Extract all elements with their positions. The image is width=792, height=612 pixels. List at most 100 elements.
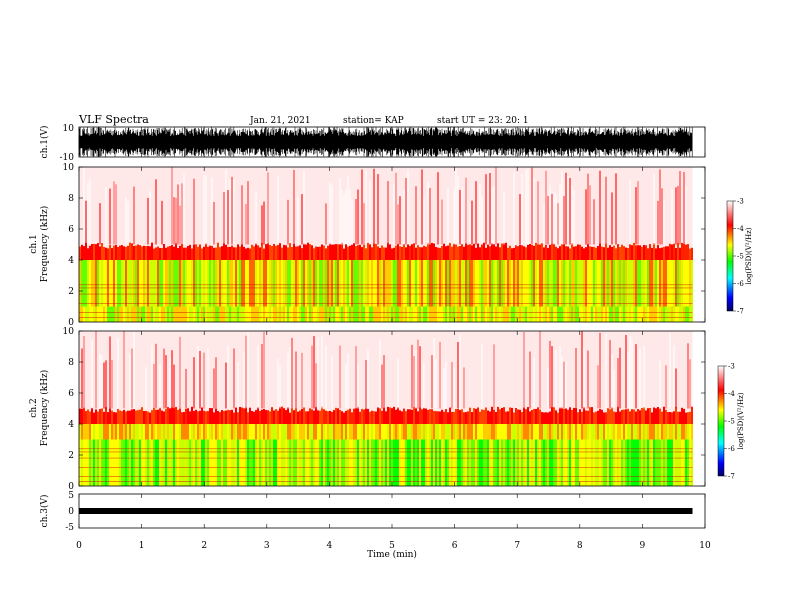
spectrogram-cell — [107, 260, 109, 307]
spectrogram-cell — [261, 306, 263, 322]
spectrogram-cell — [559, 306, 561, 322]
spectrogram-cell — [133, 260, 135, 307]
spectrogram-cell — [445, 409, 447, 424]
spectrogram-cell — [685, 412, 687, 424]
spectrogram-cell — [451, 439, 453, 486]
spectrogram-cell — [197, 260, 199, 307]
spectrogram-cell — [523, 424, 525, 440]
spectrogram-cell — [245, 260, 247, 307]
spectrogram-cell — [637, 260, 639, 307]
spectrogram-cell — [643, 439, 645, 486]
spectrogram-cell — [553, 407, 555, 424]
spectrogram-cell — [243, 424, 245, 440]
spectrogram-cell — [157, 306, 159, 322]
spectrogram-cell — [533, 357, 535, 409]
spectrogram-cell — [687, 343, 689, 409]
spectrogram-cell — [91, 306, 93, 322]
spectrogram-cell — [107, 439, 109, 486]
spectrogram-cell — [569, 177, 571, 245]
spectrogram-cell — [229, 246, 231, 260]
spectrogram-cell — [325, 439, 327, 486]
spectrogram-cell — [373, 168, 375, 245]
spectrogram-cell — [611, 439, 613, 486]
spectrogram-cell — [483, 242, 485, 260]
spectrogram-cell — [247, 412, 249, 424]
spectrogram-cell — [145, 367, 147, 409]
spectrogram-cell — [279, 243, 281, 260]
spectrogram-cell — [295, 351, 297, 409]
spectrogram-cell — [255, 439, 257, 486]
spectrogram-cell — [327, 411, 329, 424]
spectrogram-cell — [405, 178, 407, 245]
spectrogram-cell — [689, 424, 691, 440]
spectrogram-cell — [535, 424, 537, 440]
spectrogram-cell — [243, 260, 245, 307]
spectrogram-cell — [359, 439, 361, 486]
spectrogram-cell — [413, 243, 415, 260]
spectrogram-cell — [123, 306, 125, 322]
spectrogram-cell — [301, 260, 303, 307]
spectrogram-cell — [285, 410, 287, 424]
spectrogram-cell — [307, 439, 309, 486]
spectrogram-cell — [605, 412, 607, 424]
spectrogram-cell — [589, 260, 591, 307]
spectrogram-cell — [621, 306, 623, 322]
spectrogram-cell — [159, 439, 161, 486]
spectrogram-cell — [465, 412, 467, 424]
spectrogram-cell — [249, 439, 251, 486]
spectrogram-cell — [275, 424, 277, 440]
ch2-colorbar-label: log(PSD)(V²/Hz) — [737, 392, 745, 449]
spectrogram-cell — [289, 412, 291, 424]
spectrogram-cell — [161, 248, 163, 260]
spectrogram-cell — [107, 424, 109, 440]
spectrogram-cell — [651, 424, 653, 440]
ch2-spectrogram-image — [79, 331, 693, 486]
spectrogram-cell — [651, 412, 653, 424]
spectrogram-cell — [179, 306, 181, 322]
ytick-label: 8 — [68, 194, 74, 204]
spectrogram-cell — [101, 408, 103, 424]
spectrogram-cell — [551, 260, 553, 307]
spectrogram-cell — [371, 247, 373, 260]
spectrogram-cell — [509, 260, 511, 307]
spectrogram-cell — [641, 260, 643, 307]
spectrogram-cell — [193, 178, 195, 245]
spectrogram-cell — [251, 260, 253, 307]
spectrogram-cell — [273, 260, 275, 307]
spectrogram-cell — [217, 424, 219, 440]
spectrogram-cell — [339, 439, 341, 486]
spectrogram-cell — [91, 340, 93, 409]
spectrogram-cell — [123, 439, 125, 486]
spectrogram-cell — [593, 246, 595, 260]
spectrogram-cell — [491, 306, 493, 322]
spectrogram-cell — [559, 260, 561, 307]
spectrogram-cell — [605, 439, 607, 486]
spectrogram-cell — [389, 260, 391, 307]
spectrogram-cell — [401, 411, 403, 424]
spectrogram-cell — [431, 306, 433, 322]
spectrogram-cell — [155, 247, 157, 260]
spectrogram-cell — [527, 260, 529, 307]
spectrogram-cell — [431, 242, 433, 260]
spectrogram-cell — [315, 246, 317, 260]
spectrogram-cell — [325, 410, 327, 424]
spectrogram-cell — [217, 306, 219, 322]
spectrogram-cell — [129, 242, 131, 260]
spectrogram-cell — [129, 439, 131, 486]
spectrogram-cell — [461, 409, 463, 424]
spectrogram-cell — [511, 424, 513, 440]
spectrogram-cell — [517, 306, 519, 322]
spectrogram-cell — [99, 354, 101, 409]
spectrogram-cell — [531, 245, 533, 260]
spectrogram-cell — [581, 246, 583, 260]
ch1-colorbar-bar — [726, 200, 734, 312]
ytick-label: 4 — [68, 420, 74, 430]
spectrogram-cell — [129, 410, 131, 424]
spectrogram-cell — [655, 306, 657, 322]
spectrogram-cell — [517, 260, 519, 307]
spectrogram-cell — [575, 260, 577, 307]
spectrogram-cell — [599, 243, 601, 260]
spectrogram-cell — [495, 439, 497, 486]
spectrogram-cell — [301, 408, 303, 424]
spectrogram-cell — [109, 245, 111, 260]
